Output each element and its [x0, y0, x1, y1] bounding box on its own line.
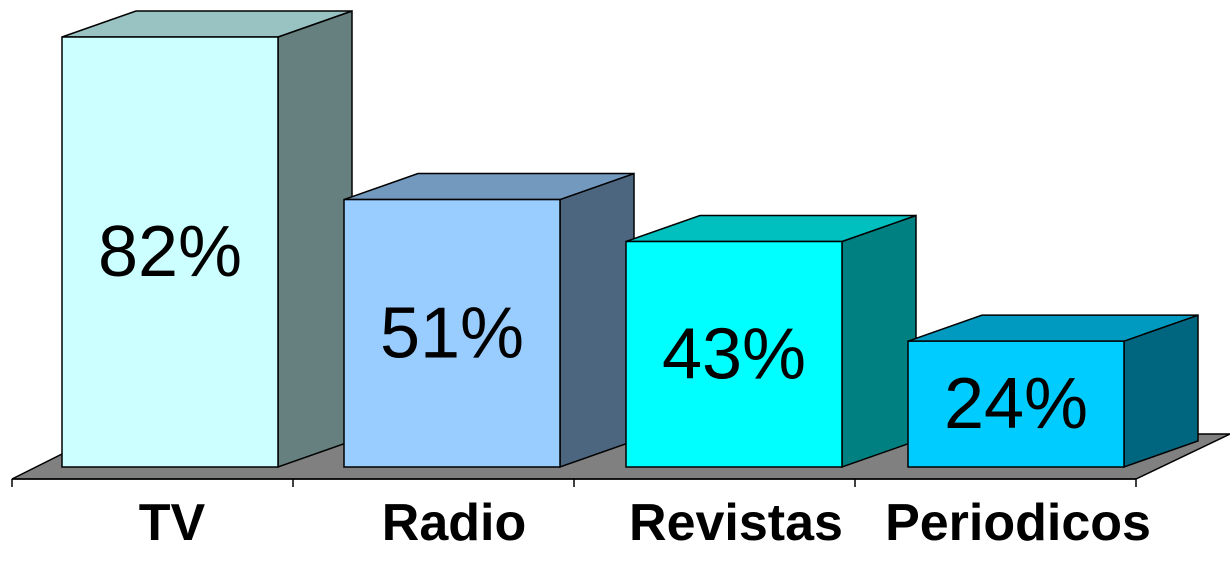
bar-front-face	[343, 198, 561, 468]
bar-front-face	[61, 36, 279, 468]
data-label: 51%	[380, 293, 524, 373]
bar-front-face	[907, 340, 1125, 468]
category-label: Radio	[382, 494, 526, 552]
data-label: 24%	[944, 364, 1088, 444]
bar-radio: 51%	[343, 172, 635, 469]
bar-revistas: 43%	[625, 214, 917, 469]
bar-tv: 82%	[61, 9, 353, 469]
category-label: TV	[139, 494, 206, 552]
data-label: 82%	[98, 212, 242, 292]
bar-side-face	[841, 214, 917, 469]
category-label: Revistas	[629, 494, 843, 552]
bar-periodicos: 24%	[907, 314, 1199, 469]
bar-side-face	[277, 9, 353, 469]
category-label: Periodicos	[885, 494, 1151, 552]
bar-side-face	[559, 172, 635, 469]
data-label: 43%	[662, 314, 806, 394]
bar-front-face	[625, 240, 843, 468]
